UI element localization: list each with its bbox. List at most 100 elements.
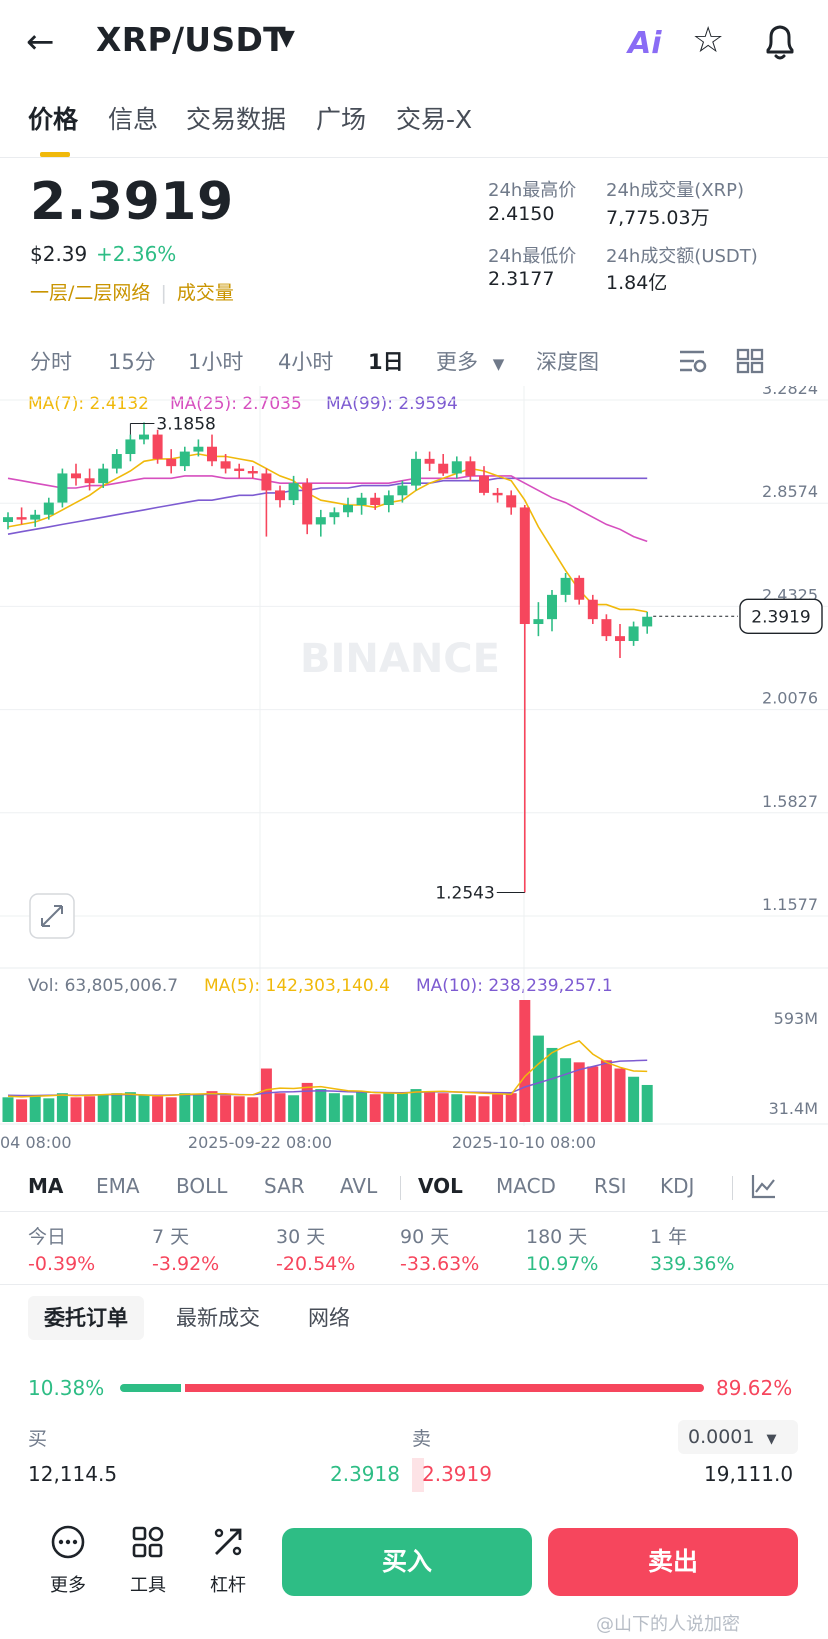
candle-body (451, 461, 462, 474)
tab-network[interactable]: 网络 (308, 1306, 350, 1330)
tab-order-book[interactable]: 委托订单 (28, 1296, 144, 1340)
volume-bar (492, 1094, 504, 1122)
tab-trading-x[interactable]: 交易-X (396, 105, 473, 134)
indicator-boll[interactable]: BOLL (176, 1174, 228, 1198)
candle-body (71, 473, 81, 479)
interval-more[interactable]: 更多 ▼ (436, 346, 504, 376)
candle-body (3, 517, 13, 523)
indicator-ema[interactable]: EMA (96, 1174, 140, 1198)
ai-icon[interactable]: Ai (628, 26, 662, 61)
candle-body (533, 619, 544, 625)
candle-body (98, 468, 109, 484)
indicator-vol[interactable]: VOL (418, 1174, 463, 1198)
y-tick-label: 1.5827 (762, 792, 818, 811)
chart-indicator-icon[interactable] (750, 1172, 778, 1205)
candle-body (220, 461, 231, 469)
watermark-credit: @山下的人说加密 (596, 1614, 740, 1635)
bell-icon[interactable] (760, 20, 800, 64)
chart-settings-icon[interactable] (678, 348, 708, 379)
perf-value: -3.92% (152, 1253, 220, 1275)
pair-dropdown-icon[interactable]: ▼ (278, 26, 295, 51)
candle-body (329, 512, 340, 518)
candle-body (411, 458, 421, 486)
interval-4h[interactable]: 4小时 (278, 350, 334, 374)
tab-square[interactable]: 广场 (316, 105, 367, 134)
candle-body (166, 458, 177, 467)
volume-bar (546, 1047, 558, 1122)
indicator-macd[interactable]: MACD (496, 1174, 556, 1198)
perf-label: 30 天 (276, 1226, 326, 1248)
leverage-icon (198, 1524, 258, 1571)
indicator-bar: MA EMA BOLL SAR AVL VOL MACD RSI KDJ (0, 1164, 828, 1212)
vol-xrp-label: 24h成交量(XRP) (606, 180, 745, 201)
back-arrow-icon[interactable]: ← (26, 22, 55, 62)
tools-grid-icon (118, 1524, 178, 1571)
favorite-star-icon[interactable]: ☆ (692, 20, 725, 61)
volume-bar (179, 1093, 191, 1122)
x-tick-label: 2025-10-10 08:00 (452, 1133, 596, 1152)
tab-recent-trades[interactable]: 最新成交 (176, 1306, 260, 1330)
precision-select[interactable]: 0.0001 ▼ (678, 1420, 798, 1454)
tag-volume[interactable]: 成交量 (176, 282, 234, 304)
tag-network[interactable]: 一层/二层网络 (30, 282, 151, 304)
tab-trading-data[interactable]: 交易数据 (186, 105, 287, 134)
tab-info[interactable]: 信息 (108, 105, 159, 134)
interval-1d[interactable]: 1日 (368, 350, 404, 374)
price-change: +2.36% (96, 242, 177, 266)
buy-button[interactable]: 买入 (282, 1528, 532, 1596)
expand-icon[interactable] (29, 893, 75, 939)
volume-bar (124, 1092, 136, 1122)
perf-value: -0.39% (28, 1253, 96, 1275)
indicator-rsi[interactable]: RSI (594, 1174, 627, 1198)
candle-body (193, 446, 204, 452)
volume-bar (628, 1076, 640, 1122)
x-tick-label: 04 08:00 (0, 1133, 72, 1152)
indicator-kdj[interactable]: KDJ (660, 1174, 695, 1198)
volume-bar (70, 1097, 82, 1122)
volume-bar (396, 1092, 408, 1122)
vol-ma10-legend: MA(10): 238,239,257.1 (416, 976, 613, 996)
perf-value: -33.63% (400, 1253, 480, 1275)
candle-body (465, 461, 476, 476)
candle-body (587, 599, 598, 620)
section-divider (0, 1284, 828, 1285)
perf-label: 1 年 (650, 1226, 688, 1248)
candle-body (234, 468, 245, 472)
sell-ratio: 89.62% (716, 1376, 793, 1400)
candle-body (30, 514, 41, 520)
perf-value: 10.97% (526, 1253, 599, 1275)
ma99-line (7, 477, 648, 535)
tab-price[interactable]: 价格 (28, 105, 79, 134)
volume-bar (424, 1091, 436, 1122)
volume-bar (274, 1093, 286, 1122)
interval-time[interactable]: 分时 (30, 350, 72, 374)
volume-bar (356, 1091, 368, 1122)
interval-1h[interactable]: 1小时 (188, 350, 244, 374)
volume-bar (315, 1089, 327, 1122)
vol-usdt-value: 1.84亿 (606, 272, 668, 294)
interval-bar: 分时 15分 1小时 4小时 1日 更多 ▼ 深度图 (0, 340, 828, 386)
more-button[interactable]: 更多 (38, 1524, 98, 1597)
pair-title[interactable]: XRP/USDT (96, 20, 286, 59)
indicator-sar[interactable]: SAR (264, 1174, 305, 1198)
interval-more-label: 更多 (436, 350, 478, 374)
candle-body (519, 507, 530, 625)
volume-bar (437, 1093, 449, 1122)
volume-bar (383, 1093, 395, 1122)
ask-depth-bar (412, 1458, 424, 1492)
price-chart[interactable]: BINANCE 3.28242.85742.43252.00761.58271.… (0, 386, 828, 1164)
perf-label: 7 天 (152, 1226, 190, 1248)
volume-bar (260, 1068, 272, 1122)
tools-button[interactable]: 工具 (118, 1524, 178, 1597)
candle-body (302, 483, 313, 525)
sell-button[interactable]: 卖出 (548, 1528, 798, 1596)
candle-body (438, 463, 449, 474)
volume-bar (165, 1097, 177, 1122)
x-tick-label: 2025-09-22 08:00 (188, 1133, 332, 1152)
grid-layout-icon[interactable] (736, 348, 764, 379)
interval-depth[interactable]: 深度图 (536, 350, 599, 374)
indicator-avl[interactable]: AVL (340, 1174, 378, 1198)
leverage-button[interactable]: 杠杆 (198, 1524, 258, 1597)
interval-15m[interactable]: 15分 (108, 350, 156, 374)
indicator-ma[interactable]: MA (28, 1174, 64, 1198)
